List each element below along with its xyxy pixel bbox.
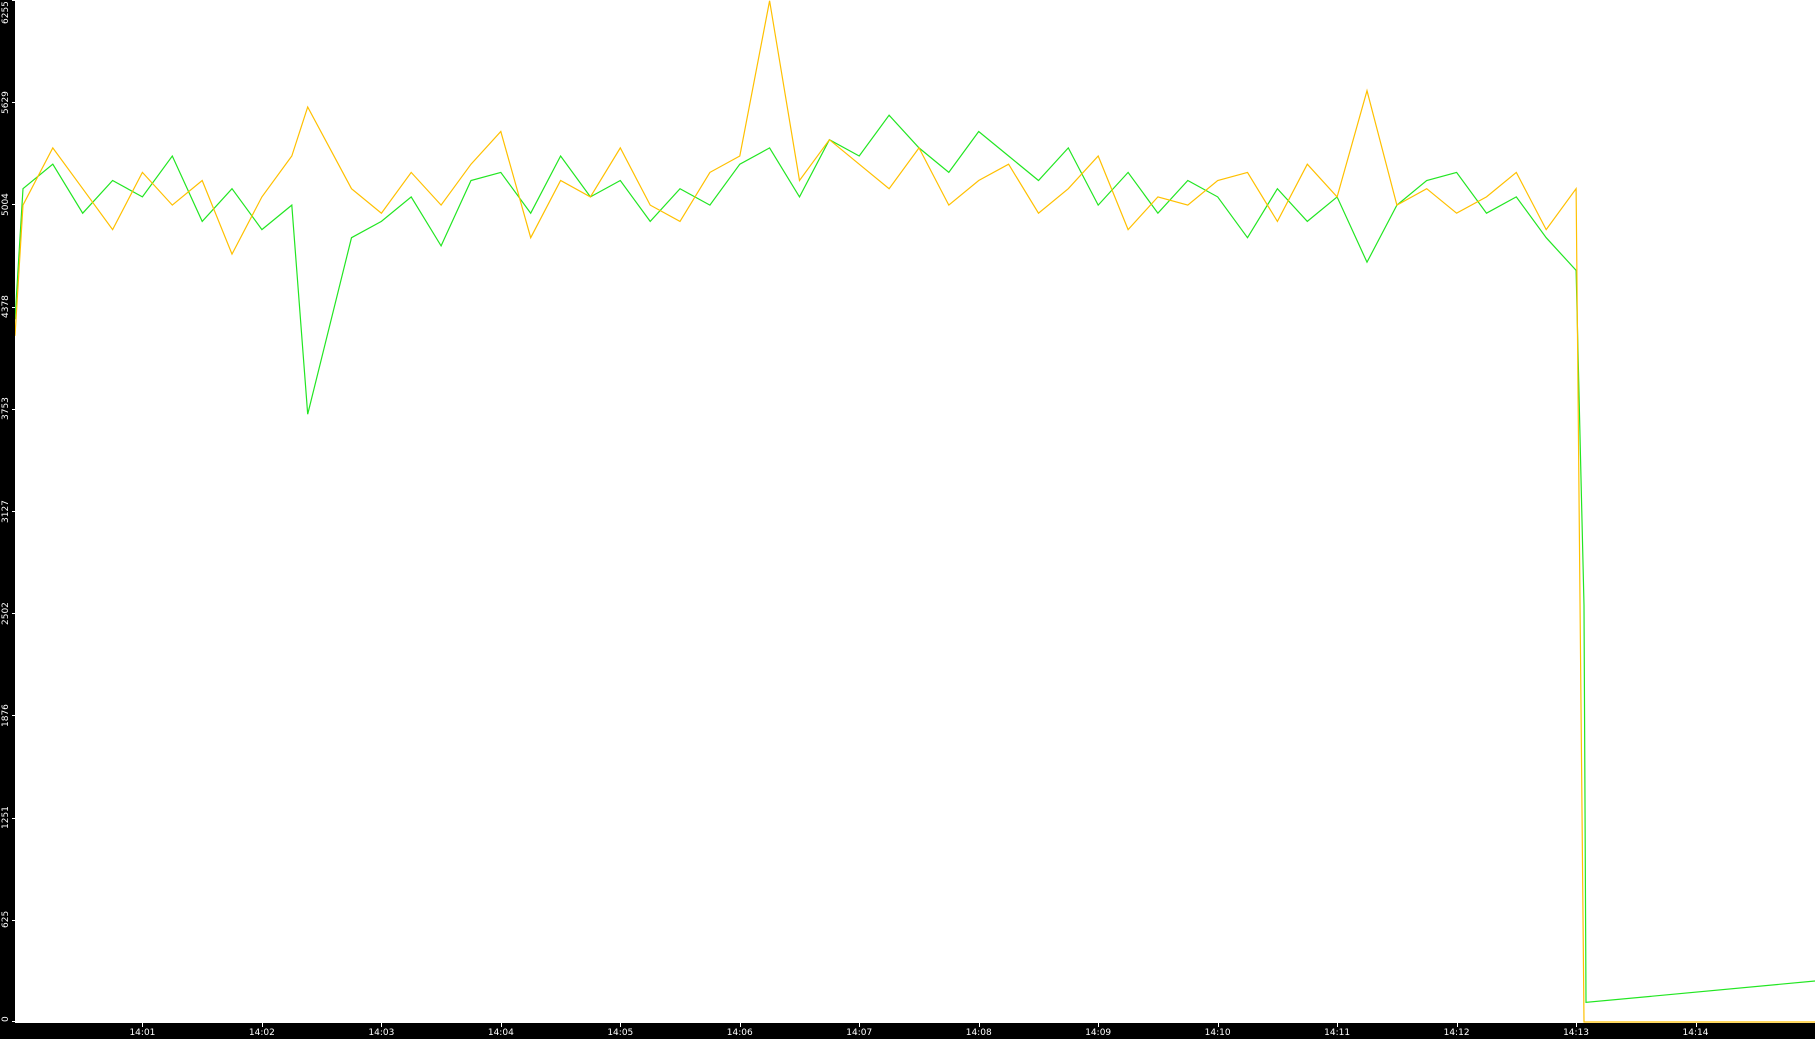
x-tick <box>1456 1023 1458 1027</box>
x-tick-label: 14:09 <box>1085 1028 1112 1038</box>
y-tick <box>12 102 15 104</box>
y-tick-label: 5629 <box>1 90 11 114</box>
x-tick-label: 14:06 <box>726 1028 753 1038</box>
series-line-0 <box>14 114 1815 1004</box>
y-tick <box>12 613 15 615</box>
x-tick <box>1098 1023 1100 1027</box>
y-tick-label: 2502 <box>1 601 11 625</box>
y-tick-label: 6255 <box>1 1 11 24</box>
y-axis <box>0 0 15 1039</box>
x-tick-label: 14:11 <box>1324 1028 1351 1038</box>
y-tick-label: 0 <box>1 1016 11 1022</box>
x-tick <box>978 1023 980 1027</box>
y-tick <box>12 817 15 819</box>
y-tick <box>12 0 15 1</box>
series-line-1 <box>14 0 1815 1023</box>
y-tick-label: 5004 <box>1 192 11 216</box>
x-tick <box>381 1023 383 1027</box>
y-tick <box>12 408 15 410</box>
y-tick <box>12 306 15 308</box>
x-tick-label: 14:10 <box>1204 1028 1231 1038</box>
y-tick-label: 3127 <box>1 499 11 523</box>
y-tick-label: 1251 <box>1 806 11 830</box>
y-tick <box>12 204 15 206</box>
x-tick <box>1576 1023 1578 1027</box>
y-tick <box>12 1021 15 1022</box>
x-tick <box>1217 1023 1219 1027</box>
x-tick <box>620 1023 622 1027</box>
y-tick <box>12 919 15 921</box>
x-tick <box>261 1023 263 1027</box>
x-tick <box>142 1023 144 1027</box>
x-tick <box>1337 1023 1339 1027</box>
x-tick-label: 14:02 <box>248 1028 275 1038</box>
x-tick <box>859 1023 861 1027</box>
x-tick-label: 14:07 <box>846 1028 873 1038</box>
x-tick-label: 14:13 <box>1563 1028 1590 1038</box>
x-tick-label: 14:05 <box>607 1028 634 1038</box>
x-tick-label: 14:08 <box>965 1028 992 1038</box>
x-tick <box>1695 1023 1697 1027</box>
x-tick-label: 14:14 <box>1682 1028 1709 1038</box>
x-axis <box>0 1023 1815 1039</box>
y-tick-label: 1876 <box>1 704 11 727</box>
x-tick-label: 14:01 <box>129 1028 156 1038</box>
x-tick-label: 14:03 <box>368 1028 395 1038</box>
y-tick-label: 4378 <box>1 295 11 319</box>
x-tick <box>500 1023 502 1027</box>
y-tick-label: 625 <box>1 911 11 929</box>
y-tick <box>12 511 15 513</box>
x-tick <box>739 1023 741 1027</box>
x-tick-label: 14:12 <box>1443 1028 1470 1038</box>
y-tick-label: 3753 <box>1 397 11 421</box>
y-tick <box>12 715 15 717</box>
x-tick-label: 14:04 <box>487 1028 514 1038</box>
